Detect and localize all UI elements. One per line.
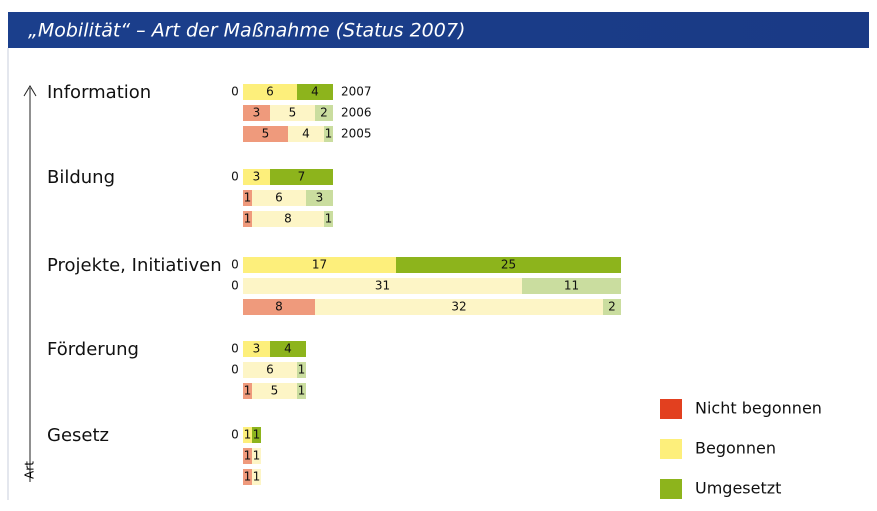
category-label: Projekte, Initiativen (47, 255, 222, 276)
value-label: 1 (244, 212, 252, 226)
legend-swatch (660, 399, 682, 419)
value-label: 3 (316, 191, 324, 205)
value-label: 2 (608, 300, 616, 314)
bar-segment (243, 362, 297, 378)
value-label: 6 (266, 85, 274, 99)
value-label: 25 (501, 258, 516, 272)
value-label: 1 (244, 191, 252, 205)
value-label: 31 (375, 279, 390, 293)
value-label: 1 (244, 449, 252, 463)
value-label: 1 (253, 428, 261, 442)
bar-segment (324, 126, 333, 142)
value-label: 1 (325, 127, 333, 141)
year-label: 2005 (341, 127, 372, 141)
bar-segment (243, 257, 396, 273)
zero-label: 0 (231, 170, 239, 184)
zero-label: 0 (231, 258, 239, 272)
zero-label: 0 (231, 428, 239, 442)
bar-segment (306, 190, 333, 206)
bar-segment (243, 427, 252, 443)
bar-segment (243, 299, 315, 315)
year-label: 2007 (341, 85, 372, 99)
bar-segment (315, 299, 603, 315)
value-label: 3 (253, 342, 261, 356)
value-label: 8 (284, 212, 292, 226)
bar-segment (270, 105, 315, 121)
category-label: Bildung (47, 167, 115, 188)
bar-segment (522, 278, 621, 294)
value-label: 2 (320, 106, 328, 120)
bar-segment (396, 257, 621, 273)
chart-title: „Mobilität“ – Art der Maßnahme (Status 2… (28, 20, 465, 42)
bar-segment (243, 105, 270, 121)
legend-swatch (660, 439, 682, 459)
value-label: 4 (311, 85, 319, 99)
zero-label: 0 (231, 279, 239, 293)
bar-segment (243, 278, 522, 294)
value-label: 6 (266, 363, 274, 377)
value-label: 1 (298, 363, 306, 377)
legend-label: Umgesetzt (695, 479, 781, 498)
legend-label: Begonnen (695, 439, 776, 458)
value-label: 4 (284, 342, 292, 356)
value-label: 1 (325, 212, 333, 226)
value-label: 4 (302, 127, 310, 141)
bar-segment (252, 427, 261, 443)
zero-label: 0 (231, 342, 239, 356)
bar-segment (243, 383, 252, 399)
year-label: 2006 (341, 106, 372, 120)
bar-segment (297, 383, 306, 399)
bar-segment (243, 341, 270, 357)
category-label: Gesetz (47, 425, 109, 446)
bar-segment (270, 341, 306, 357)
value-label: 7 (298, 170, 306, 184)
bar-segment (243, 448, 252, 464)
bar-segment (252, 469, 261, 485)
category-label: Förderung (47, 339, 139, 360)
bar-segment (603, 299, 621, 315)
legend-label: Nicht begonnen (695, 399, 822, 418)
bar-segment (243, 469, 252, 485)
value-label: 1 (244, 384, 252, 398)
value-label: 6 (275, 191, 283, 205)
value-label: 1 (253, 449, 261, 463)
value-label: 8 (275, 300, 283, 314)
bar-segment (297, 84, 333, 100)
bar-segment (297, 362, 306, 378)
bar-segment (288, 126, 324, 142)
bar-segment (270, 169, 333, 185)
bar-segment (243, 169, 270, 185)
bar-segment (243, 211, 252, 227)
axis-arrow (23, 85, 37, 97)
bar-segment (252, 211, 324, 227)
value-label: 1 (244, 470, 252, 484)
value-label: 5 (289, 106, 297, 120)
bar-segment (252, 448, 261, 464)
value-label: 3 (253, 170, 261, 184)
value-label: 17 (312, 258, 327, 272)
bar-segment (243, 84, 297, 100)
value-label: 32 (451, 300, 466, 314)
zero-label: 0 (231, 85, 239, 99)
category-label: Information (47, 82, 151, 103)
value-label: 1 (244, 428, 252, 442)
value-label: 1 (253, 470, 261, 484)
value-label: 11 (564, 279, 579, 293)
y-axis-label: Art (23, 461, 37, 479)
zero-label: 0 (231, 363, 239, 377)
header-bar (8, 12, 869, 48)
bar-segment (324, 211, 333, 227)
bar-segment (252, 383, 297, 399)
value-label: 3 (253, 106, 261, 120)
bar-segment (243, 190, 252, 206)
bar-segment (315, 105, 333, 121)
value-label: 5 (262, 127, 270, 141)
value-label: 1 (298, 384, 306, 398)
legend-swatch (660, 479, 682, 499)
bar-segment (243, 126, 288, 142)
value-label: 5 (271, 384, 279, 398)
bar-segment (252, 190, 306, 206)
